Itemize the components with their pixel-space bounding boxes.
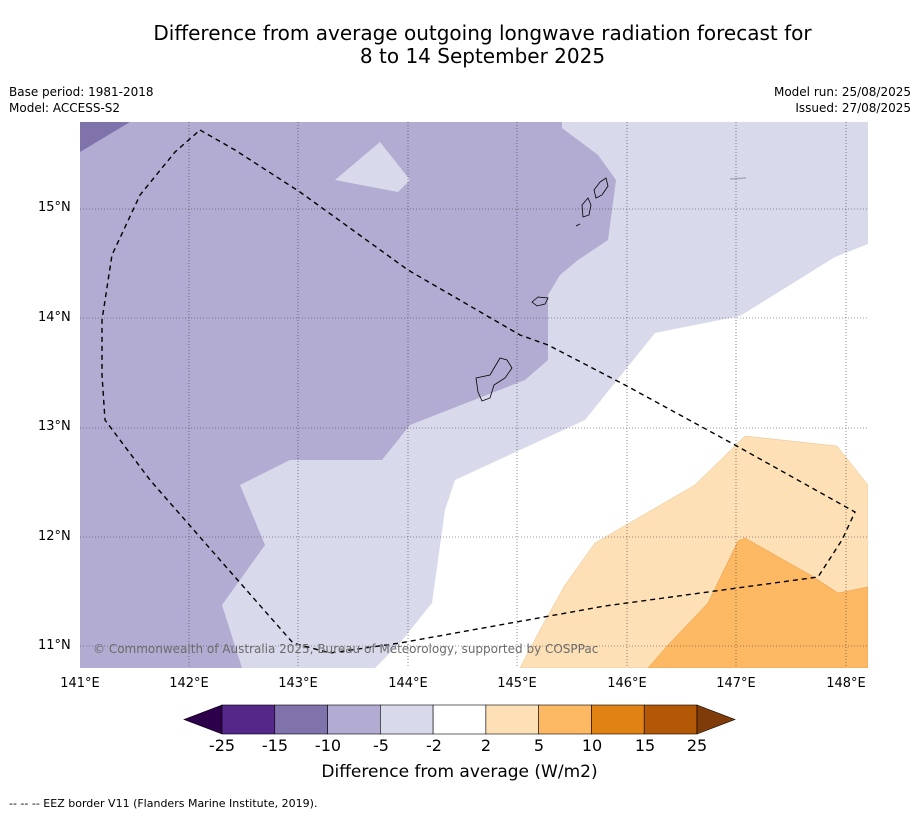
island-guam [475, 357, 513, 402]
colorbar-tick: 10 [581, 736, 603, 755]
lon-label-147: 147°E [716, 676, 756, 691]
island-north [593, 177, 609, 199]
zone-speck [729, 177, 747, 180]
colorbar-tick: -25 [208, 736, 236, 755]
lon-label-148: 148°E [826, 676, 866, 691]
colorbar-tick: -15 [261, 736, 289, 755]
eez-legend-footer: -- -- -- EEZ border V11 (Flanders Marine… [9, 797, 318, 810]
colorbar-tick: -10 [314, 736, 342, 755]
colorbar-tick: -5 [373, 736, 389, 755]
island-saipan [581, 197, 592, 218]
grid-lines [80, 122, 868, 668]
lat-label-13: 13°N [38, 419, 71, 434]
meta-right: Model run: 25/08/2025 Issued: 27/08/2025 [774, 84, 911, 116]
lat-label-12: 12°N [38, 529, 71, 544]
colorbar-tick: 25 [686, 736, 708, 755]
map-area [80, 122, 868, 668]
map-title: Difference from average outgoing longwav… [40, 22, 919, 68]
zone-5-to-10 [647, 537, 868, 668]
lon-label-146: 146°E [607, 676, 647, 691]
zone-light-patch [335, 142, 410, 192]
eez-border [101, 129, 856, 654]
island-rota [531, 296, 549, 307]
model-run: Model run: 25/08/2025 [773, 85, 911, 99]
meta-left: Base period: 1981-2018 Model: ACCESS-S2 [9, 84, 154, 116]
lat-label-15: 15°N [38, 200, 71, 215]
colorbar-tick: 15 [634, 736, 656, 755]
base-period: Base period: 1981-2018 [9, 85, 154, 99]
model-name: Model: ACCESS-S2 [9, 101, 121, 115]
issued-date: Issued: 27/08/2025 [795, 101, 911, 115]
colorbar-label: Difference from average (W/m2) [321, 762, 598, 782]
colorbar-tick: 5 [533, 736, 545, 755]
islands [475, 177, 609, 402]
lon-label-145: 145°E [497, 676, 537, 691]
zone-minus-5-to-minus-10 [80, 122, 616, 668]
lon-label-141: 141°E [60, 676, 100, 691]
lon-label-144: 144°E [388, 676, 428, 691]
lat-label-11: 11°N [38, 638, 71, 653]
title-line-1: Difference from average outgoing longwav… [153, 21, 812, 45]
lon-label-142: 142°E [169, 676, 209, 691]
island-tinian [575, 223, 581, 227]
lat-label-14: 14°N [38, 310, 71, 325]
lon-label-143: 143°E [278, 676, 318, 691]
colorbar-tick: 2 [480, 736, 492, 755]
colorbar-tick: -2 [426, 736, 442, 755]
copyright-notice: © Commonwealth of Australia 2025, Bureau… [93, 642, 599, 656]
title-line-2: 8 to 14 September 2025 [359, 44, 606, 68]
zone-minus-10-to-minus-15 [80, 122, 130, 152]
